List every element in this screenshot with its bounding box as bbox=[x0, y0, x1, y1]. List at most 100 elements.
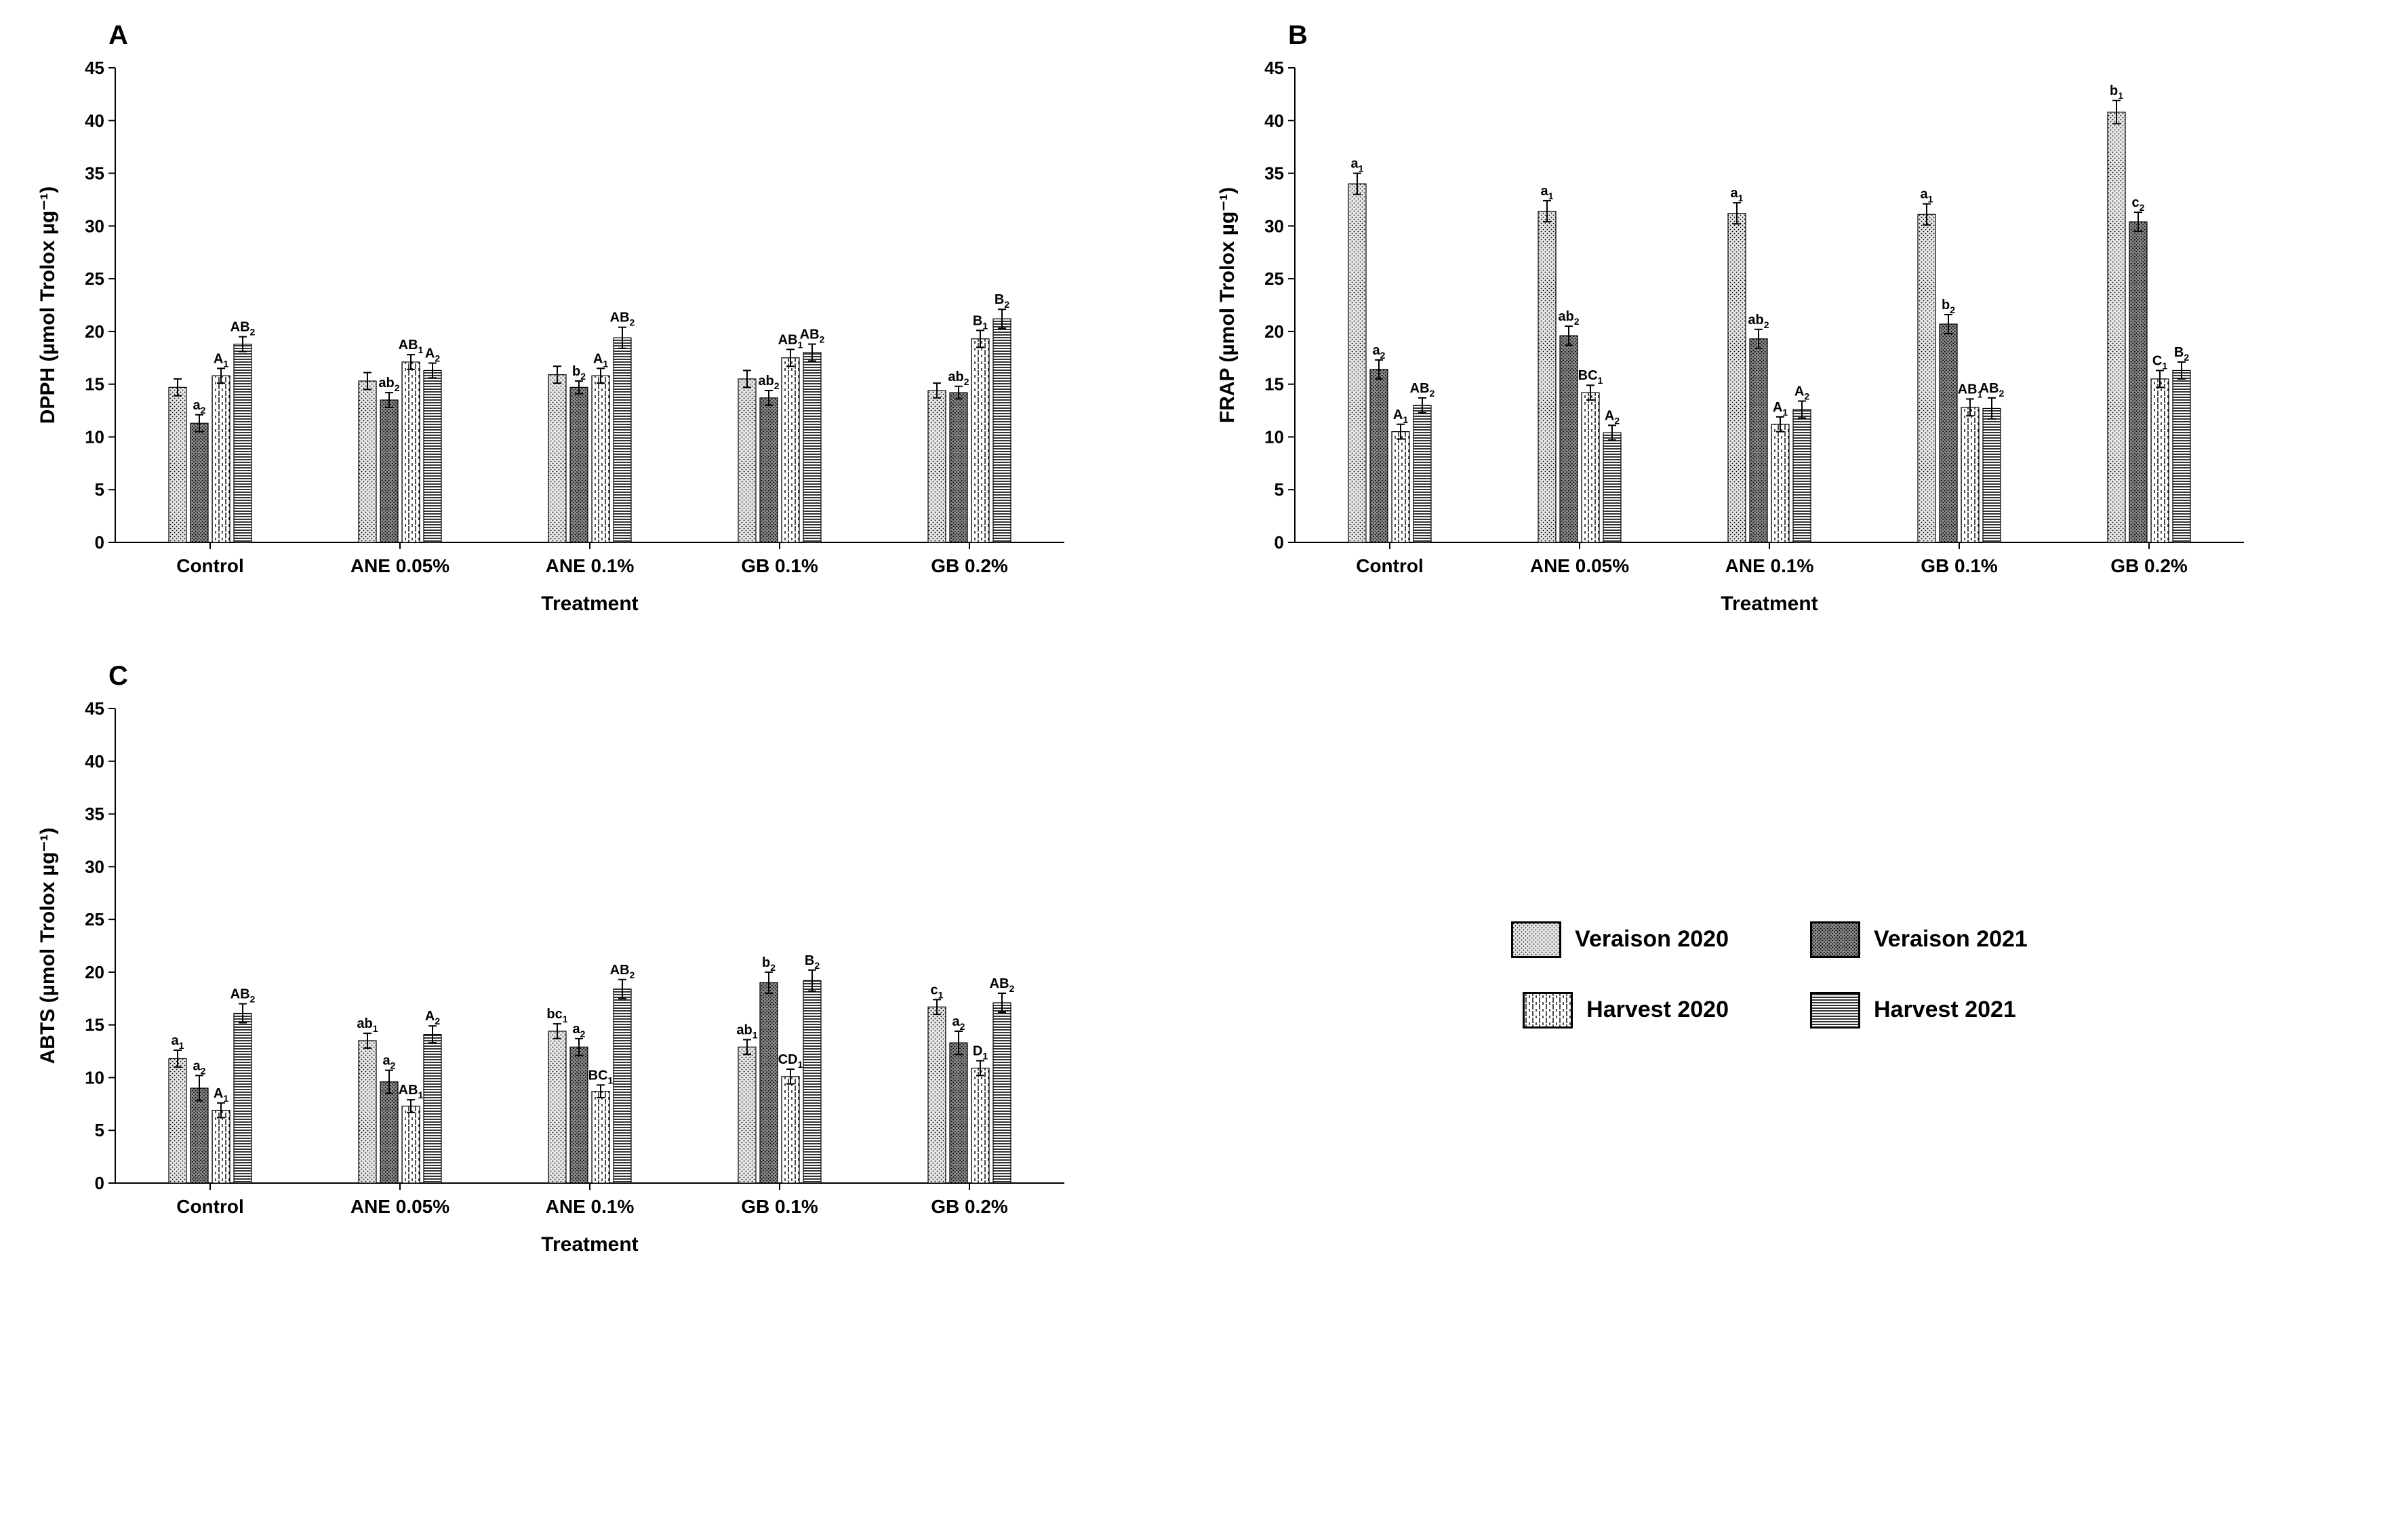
panel-A: A 051015202530354045DPPH (µmol Trolox µg… bbox=[27, 27, 1152, 641]
significance-label: a1 bbox=[1731, 186, 1744, 203]
significance-label: AB2 bbox=[990, 976, 1015, 994]
svg-text:FRAP (µmol Trolox µg⁻¹): FRAP (µmol Trolox µg⁻¹) bbox=[1216, 187, 1239, 423]
bar bbox=[760, 398, 778, 542]
svg-text:20: 20 bbox=[85, 321, 104, 342]
chart-B: 051015202530354045FRAP (µmol Trolox µg⁻¹… bbox=[1207, 27, 2258, 637]
bar bbox=[1538, 212, 1556, 542]
bar bbox=[1603, 433, 1621, 542]
bar bbox=[592, 376, 609, 542]
svg-text:ABTS (µmol Trolox µg⁻¹): ABTS (µmol Trolox µg⁻¹) bbox=[37, 828, 59, 1064]
bar bbox=[971, 339, 989, 542]
significance-label: AB2 bbox=[800, 327, 825, 345]
svg-text:10: 10 bbox=[85, 426, 104, 447]
bar bbox=[928, 391, 946, 542]
bar bbox=[1961, 407, 1979, 542]
svg-text:45: 45 bbox=[1264, 58, 1284, 78]
bar bbox=[1348, 184, 1366, 542]
significance-label: B1 bbox=[973, 313, 988, 331]
significance-label: ab2 bbox=[948, 369, 969, 387]
legend-label: Harvest 2020 bbox=[1586, 997, 1729, 1023]
bar bbox=[1771, 424, 1789, 542]
bar bbox=[402, 1106, 420, 1183]
svg-text:35: 35 bbox=[1264, 163, 1284, 184]
bar bbox=[2108, 112, 2125, 542]
x-axis-title: Treatment bbox=[1721, 593, 1818, 615]
legend-label: Harvest 2021 bbox=[1874, 997, 2016, 1023]
significance-label: A2 bbox=[425, 346, 440, 364]
svg-text:25: 25 bbox=[85, 909, 104, 930]
x-category-label: GB 0.2% bbox=[931, 1196, 1008, 1217]
significance-label: a2 bbox=[573, 1022, 586, 1039]
legend-item-veraison2021: Veraison 2021 bbox=[1810, 921, 2028, 958]
bar bbox=[782, 358, 799, 542]
bar bbox=[212, 376, 230, 542]
bar bbox=[2151, 379, 2169, 542]
x-category-label: GB 0.1% bbox=[1921, 555, 1998, 576]
x-category-label: Control bbox=[176, 1196, 244, 1217]
significance-label: a2 bbox=[193, 398, 206, 416]
svg-text:30: 30 bbox=[85, 856, 104, 877]
svg-text:30: 30 bbox=[85, 216, 104, 236]
significance-label: ab1 bbox=[736, 1022, 757, 1040]
bar bbox=[760, 982, 778, 1183]
x-category-label: ANE 0.1% bbox=[546, 1196, 635, 1217]
bar bbox=[614, 338, 631, 542]
svg-text:DPPH (µmol Trolox µg⁻¹): DPPH (µmol Trolox µg⁻¹) bbox=[37, 186, 59, 424]
bar bbox=[190, 423, 208, 542]
x-category-label: GB 0.2% bbox=[931, 555, 1008, 576]
significance-label: A2 bbox=[1794, 384, 1809, 402]
bar bbox=[234, 1014, 252, 1183]
significance-label: a1 bbox=[172, 1033, 184, 1051]
significance-label: b1 bbox=[2110, 83, 2123, 101]
legend-label: Veraison 2020 bbox=[1575, 926, 1729, 953]
significance-label: AB2 bbox=[610, 963, 635, 980]
bar bbox=[1793, 410, 1811, 542]
bar bbox=[2173, 370, 2190, 542]
significance-label: ab1 bbox=[357, 1016, 378, 1034]
bar bbox=[359, 381, 376, 542]
significance-label: b2 bbox=[572, 364, 586, 382]
bar bbox=[424, 370, 441, 542]
legend-item-harvest2020: Harvest 2020 bbox=[1523, 992, 1729, 1028]
svg-text:5: 5 bbox=[95, 479, 104, 500]
significance-label: A1 bbox=[214, 351, 228, 369]
svg-text:15: 15 bbox=[1264, 374, 1284, 395]
bar bbox=[402, 362, 420, 542]
significance-label: C1 bbox=[2152, 353, 2167, 371]
legend-item-veraison2020: Veraison 2020 bbox=[1511, 921, 1729, 958]
x-category-label: Control bbox=[176, 555, 244, 576]
significance-label: B2 bbox=[995, 292, 1009, 310]
significance-label: ab2 bbox=[1558, 309, 1579, 327]
significance-label: AB1 bbox=[399, 1083, 424, 1100]
bar bbox=[570, 387, 588, 542]
bar bbox=[1983, 408, 2001, 542]
x-axis-title: Treatment bbox=[541, 1233, 638, 1256]
significance-label: A2 bbox=[1605, 408, 1620, 426]
legend-row-2: Harvest 2020 Harvest 2021 bbox=[1523, 992, 2016, 1028]
chart-C: 051015202530354045ABTS (µmol Trolox µg⁻¹… bbox=[27, 668, 1078, 1278]
bar bbox=[1728, 214, 1746, 542]
bar bbox=[971, 1068, 989, 1183]
significance-label: CD1 bbox=[778, 1052, 803, 1070]
bar bbox=[1370, 369, 1388, 542]
figure-grid: A 051015202530354045DPPH (µmol Trolox µg… bbox=[0, 0, 2359, 1309]
significance-label: A1 bbox=[1773, 400, 1788, 418]
significance-label: AB1 bbox=[399, 338, 424, 355]
bar bbox=[1940, 324, 1957, 542]
significance-label: B2 bbox=[2174, 345, 2189, 363]
svg-text:20: 20 bbox=[1264, 321, 1284, 342]
bar bbox=[803, 980, 821, 1183]
bar bbox=[169, 387, 186, 542]
bar bbox=[1560, 336, 1578, 542]
significance-label: b2 bbox=[762, 955, 776, 973]
significance-label: A2 bbox=[425, 1009, 440, 1026]
svg-text:40: 40 bbox=[85, 111, 104, 131]
x-category-label: ANE 0.1% bbox=[1725, 555, 1814, 576]
svg-text:40: 40 bbox=[85, 751, 104, 772]
svg-text:25: 25 bbox=[85, 268, 104, 289]
bar bbox=[1582, 393, 1599, 542]
bar bbox=[548, 1031, 566, 1183]
x-category-label: GB 0.1% bbox=[741, 1196, 818, 1217]
bar bbox=[234, 344, 252, 542]
bar bbox=[950, 1043, 967, 1183]
